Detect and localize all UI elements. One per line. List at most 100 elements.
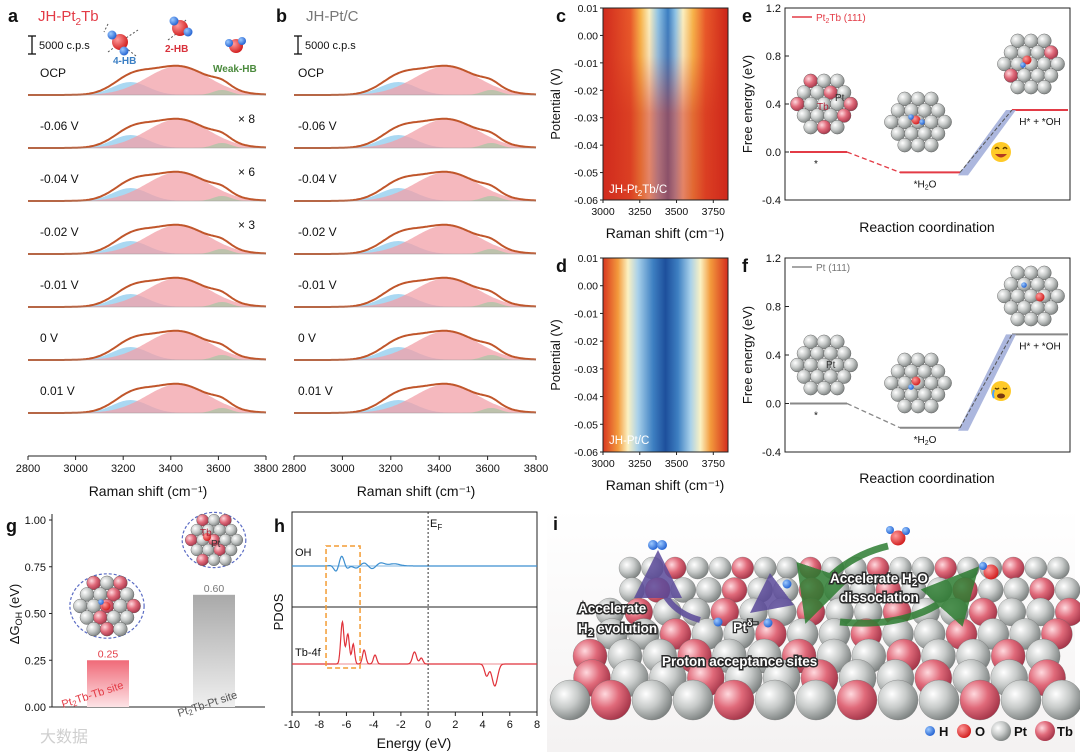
row-multiplier: × 3 <box>238 218 255 232</box>
y-tick-label: 1.2 <box>766 253 781 265</box>
y-tick-label: -0.01 <box>574 308 598 320</box>
pt-atom <box>776 556 799 580</box>
x-tick-label: 3400 <box>427 463 451 475</box>
pt-atom <box>957 556 980 580</box>
fermi-label: EF <box>430 518 442 532</box>
series-label-tb4f: Tb-4f <box>295 647 322 659</box>
panel-b: b JH-Pt/C 5000 c.p.s OCP -0.06 V -0.04 V -0… <box>276 6 548 499</box>
pt-atom <box>930 387 946 402</box>
y-tick-label: -0.02 <box>574 336 598 348</box>
state-label-initial: * <box>814 159 818 170</box>
y-tick-label: -0.4 <box>762 195 781 207</box>
adsorbed-h-icon <box>713 579 792 628</box>
tb-atom <box>113 575 128 591</box>
y-tick-label: -0.01 <box>574 58 598 70</box>
adsorbed-o <box>203 533 211 541</box>
pt-atom <box>119 587 135 602</box>
transition-band <box>958 110 1016 176</box>
connector <box>846 151 901 174</box>
panel-b-xlabel: Raman shift (cm⁻¹) <box>357 483 476 499</box>
row-label: -0.02 V <box>298 225 337 239</box>
pt-atom <box>830 334 845 350</box>
adsorbed-o <box>101 601 111 611</box>
oh-molecule-icon <box>979 562 999 580</box>
pt-atom <box>1037 79 1052 95</box>
tb-atom <box>843 96 858 112</box>
state-label-initial: * <box>814 411 818 422</box>
pt-atom <box>1043 68 1059 83</box>
spectrum-row: -0.02 V × 3 <box>28 218 267 255</box>
row-label: 0 V <box>298 331 316 345</box>
x-tick-label: 3200 <box>379 463 403 475</box>
fit-component <box>28 196 266 201</box>
pt-atom <box>830 73 845 89</box>
panel-a-xlabel: Raman shift (cm⁻¹) <box>89 483 208 499</box>
x-tick-label: -8 <box>314 719 324 731</box>
x-tick-label: 3750 <box>702 206 726 218</box>
fit-component <box>294 408 536 413</box>
fit-component <box>294 278 536 307</box>
row-multiplier: × 6 <box>238 165 255 179</box>
spectrum-row: 0 V <box>28 329 267 361</box>
pt-atom <box>924 398 939 414</box>
pt-atom <box>930 103 946 118</box>
fit-component <box>28 278 266 307</box>
adsorbed-o <box>911 115 921 125</box>
y-tick-label: -0.05 <box>574 419 598 431</box>
pt2tb-surface-cluster <box>790 73 858 135</box>
panel-d-ylabel: Potential (V) <box>548 319 563 391</box>
spectrum-row: OCP <box>294 64 537 96</box>
tb-atom <box>590 679 632 721</box>
spectrum-row: OCP <box>28 64 267 96</box>
spectrum-row: -0.06 V <box>294 117 537 149</box>
tb-atom <box>1002 556 1025 580</box>
pt2tb-hoh-cluster <box>997 33 1065 95</box>
row-label: -0.02 V <box>40 225 79 239</box>
tb-atom <box>713 679 755 721</box>
atom-label-tb-e: Tb <box>817 102 829 113</box>
molecule-weakhb-icon <box>225 37 246 53</box>
species-label-2hb: 2-HB <box>165 44 188 55</box>
x-tick-label: 3750 <box>702 458 726 470</box>
h2-molecule-icon <box>648 540 667 550</box>
atom-label-pt-e: Pt <box>835 93 845 104</box>
tb-atom <box>99 621 115 637</box>
pt-atom <box>937 375 952 391</box>
pt-atom <box>754 556 777 580</box>
bar-value-label: 0.60 <box>204 583 225 595</box>
fit-component <box>28 172 266 201</box>
x-tick-label: 3800 <box>524 463 548 475</box>
x-tick-label: 3600 <box>206 463 230 475</box>
fit-component <box>28 408 266 413</box>
x-tick-label: 3250 <box>628 458 652 470</box>
text-accelerate: Accelerate <box>578 601 647 616</box>
legend-o: O <box>975 724 985 739</box>
pt-atom <box>113 621 128 637</box>
panel-c: c JH-Pt2Tb/C 0.01 0.00 -0.01 -0.02 -0.03 -0.0… <box>548 3 729 241</box>
row-label: -0.01 V <box>40 278 79 292</box>
fit-component <box>28 143 266 148</box>
fit-component <box>294 302 536 307</box>
panel-a-title: JH-Pt2Tb <box>38 8 99 28</box>
fit-component <box>28 384 266 413</box>
y-tick-label: -0.06 <box>574 195 598 207</box>
pt-atom <box>219 553 232 566</box>
pt-atom <box>930 126 946 141</box>
row-label: OCP <box>298 66 324 80</box>
pt-atom <box>924 91 939 107</box>
fit-component <box>294 90 536 95</box>
panel-h-x-axis: -10 -8 -6 -4 -2 0 2 4 6 8 <box>284 712 540 731</box>
y-tick-label: 0.01 <box>578 253 599 265</box>
row-label: OCP <box>40 66 66 80</box>
pt-h2o-cluster <box>884 352 952 414</box>
row-label: 0.01 V <box>40 384 75 398</box>
text-dissociation: dissociation <box>840 590 919 605</box>
pt-atom <box>86 621 101 637</box>
pt-atom <box>1037 33 1052 49</box>
y-tick-label: -0.04 <box>574 140 598 152</box>
highlight-box <box>325 545 361 669</box>
scale-bar-label-b: 5000 c.p.s <box>305 40 356 52</box>
x-tick-label: -4 <box>369 719 379 731</box>
pt-atom <box>1024 556 1048 580</box>
